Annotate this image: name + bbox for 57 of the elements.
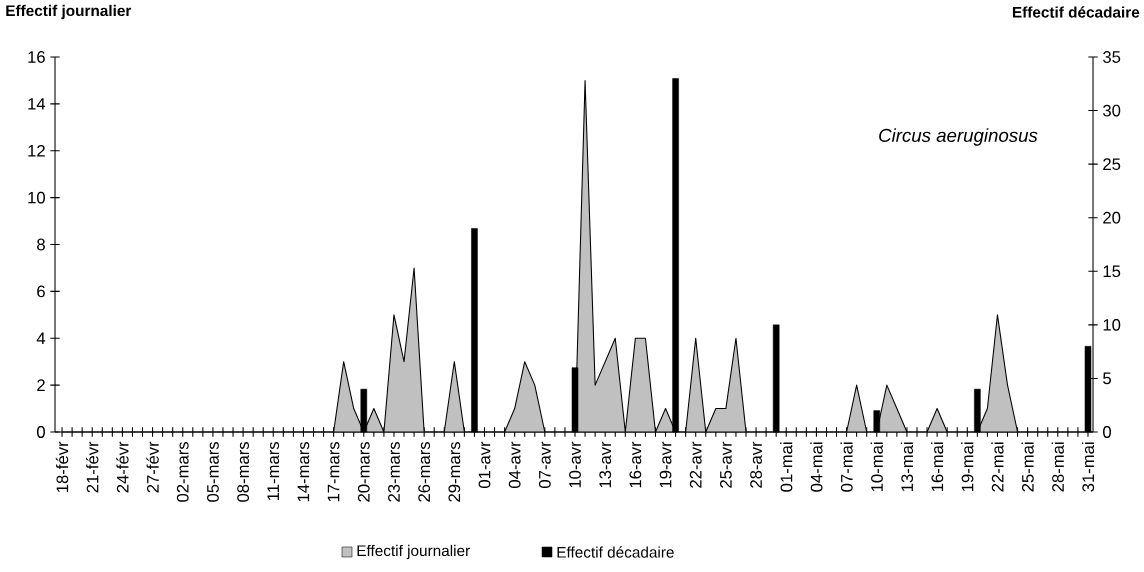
y2-axis-title: Effectif décadaire <box>1012 6 1140 18</box>
x-tick-label: 16-avr <box>629 441 642 488</box>
x-tick-label: 07-avr <box>538 441 551 488</box>
x-tick-label: 01-mai <box>780 442 793 492</box>
y-tick-label: 6 <box>37 285 45 298</box>
x-tick-label: 25-avr <box>720 441 732 488</box>
x-tick-label: 20-mars <box>357 441 370 502</box>
x-tick-label: 05-mars <box>207 441 219 502</box>
y-tick-label: 16 <box>28 51 45 63</box>
x-tick-label: 22-avr <box>689 441 702 488</box>
y2-tick-label: 15 <box>1103 265 1121 278</box>
legend-label: Effectif journalier <box>357 544 470 560</box>
y-tick-label: 8 <box>37 238 45 251</box>
x-tick-label: 11-mars <box>267 441 280 500</box>
x-tick-label: 26-mars <box>418 441 431 502</box>
x-tick-label: 27-févr <box>146 441 159 493</box>
x-tick-label: 23-mars <box>388 441 400 502</box>
x-tick-label: 19-mai <box>961 442 974 492</box>
annotation: Circus aeruginosus <box>879 128 1038 146</box>
x-tick-label: 14-mars <box>297 441 310 502</box>
y-tick-label: 0 <box>37 426 45 438</box>
x-tick-label: 08-mars <box>237 441 249 502</box>
x-tick-label: 07-mai <box>840 442 853 492</box>
y2-tick-label: 30 <box>1103 104 1121 117</box>
x-tick-label: 18-févr <box>55 441 69 492</box>
x-tick-label: 10-mai <box>870 442 883 492</box>
x-tick-label: 17-mars <box>327 441 340 502</box>
y-axis-title: Effectif journalier <box>6 4 132 20</box>
y2-tick-label: 10 <box>1103 318 1121 331</box>
x-tick-label: 01-avr <box>478 441 491 488</box>
x-tick-label: 13-avr <box>599 441 612 488</box>
x-tick-label: 29-mars <box>448 441 461 502</box>
y2-tick-label: 20 <box>1103 211 1121 224</box>
x-tick-label: 19-avr <box>659 441 672 488</box>
y2-tick-label: 25 <box>1103 158 1121 171</box>
x-tick-label: 13-mai <box>900 442 914 492</box>
y-tick-label: 12 <box>28 144 45 157</box>
x-tick-label: 10-avr <box>569 441 581 488</box>
y-tick-label: 2 <box>37 379 45 391</box>
y-tick-label: 14 <box>28 98 46 110</box>
x-tick-label: 31-mai <box>1081 442 1095 492</box>
y2-tick-label: 5 <box>1103 372 1111 385</box>
x-tick-label: 28-avr <box>750 441 762 488</box>
x-tick-label: 02-mars <box>176 441 189 502</box>
legend-label: Effectif décadaire <box>557 546 674 558</box>
y-tick-label: 10 <box>28 191 45 204</box>
x-tick-label: 22-mai <box>991 442 1004 492</box>
y-tick-label: 4 <box>36 332 46 344</box>
x-tick-label: 25-mai <box>1021 442 1034 492</box>
x-tick-label: 28-mai <box>1051 442 1064 492</box>
x-tick-label: 21-févr <box>86 441 99 493</box>
y2-tick-label: 0 <box>1103 426 1112 438</box>
y2-tick-label: 35 <box>1103 51 1121 63</box>
x-tick-label: 04-avr <box>508 441 521 488</box>
x-tick-label: 04-mai <box>810 442 823 492</box>
x-tick-label: 16-mai <box>930 442 944 492</box>
x-tick-label: 24-févr <box>116 441 129 493</box>
